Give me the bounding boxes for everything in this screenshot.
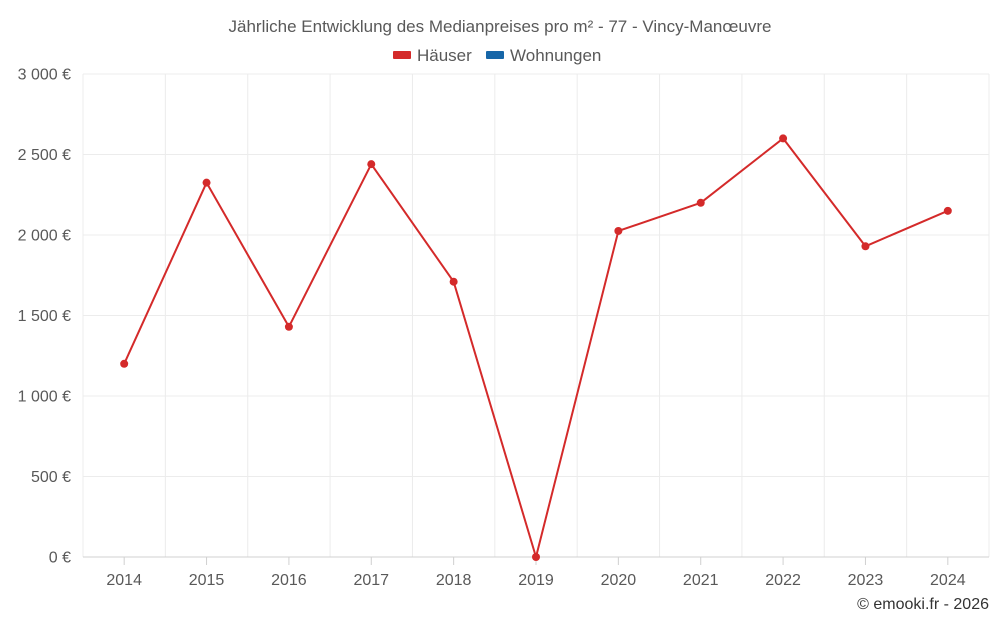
data-point-2014[interactable] xyxy=(120,359,129,368)
data-point-2020[interactable] xyxy=(614,226,623,235)
data-point-2016[interactable] xyxy=(284,322,293,331)
x-tick-label-2016: 2016 xyxy=(271,572,307,589)
y-tick-label-6: 3 000 € xyxy=(18,67,71,84)
x-tick-label-2021: 2021 xyxy=(683,572,719,589)
y-gridlines xyxy=(83,73,989,477)
y-tick-label-0: 0 € xyxy=(49,550,71,567)
x-tick-label-2018: 2018 xyxy=(436,572,472,589)
credit: © emooki.fr - 2026 xyxy=(857,596,989,613)
y-axis-labels: 0 € 500 € 1 000 € 1 500 € 2 000 € 2 500 € 3 00… xyxy=(18,67,71,567)
legend-swatch-haeuser xyxy=(393,51,411,59)
legend-item-haeuser[interactable]: Häuser xyxy=(393,46,472,65)
legend-swatch-wohnungen xyxy=(486,51,504,59)
legend: Häuser Wohnungen xyxy=(393,46,601,65)
chart-title: Jährliche Entwicklung des Medianpreises … xyxy=(229,17,772,36)
data-point-2023[interactable] xyxy=(861,242,870,251)
data-point-2019[interactable] xyxy=(532,553,540,561)
data-point-2018[interactable] xyxy=(449,277,458,286)
x-tick-label-2017: 2017 xyxy=(353,572,389,589)
legend-item-wohnungen[interactable]: Wohnungen xyxy=(486,46,601,65)
x-tick-label-2015: 2015 xyxy=(189,572,225,589)
x-tick-label-2024: 2024 xyxy=(930,572,966,589)
y-tick-label-1: 500 € xyxy=(31,469,71,486)
x-tick-label-2014: 2014 xyxy=(106,572,142,589)
y-tick-label-4: 2 000 € xyxy=(18,228,71,245)
data-point-2017[interactable] xyxy=(367,160,376,169)
data-point-2021[interactable] xyxy=(696,198,705,207)
x-axis-labels: 2014 2015 2016 2017 2018 2019 2020 2021 2022 2023… xyxy=(106,572,965,589)
data-point-2024[interactable] xyxy=(943,206,952,215)
y-tick-label-5: 2 500 € xyxy=(18,147,71,164)
x-gridlines xyxy=(82,74,990,557)
x-tick-label-2022: 2022 xyxy=(765,572,801,589)
data-point-2015[interactable] xyxy=(202,178,211,187)
series-haeuser xyxy=(120,134,952,561)
y-tick-label-2: 1 000 € xyxy=(18,389,71,406)
legend-label-haeuser: Häuser xyxy=(417,46,472,65)
x-tick-label-2019: 2019 xyxy=(518,572,554,589)
legend-label-wohnungen: Wohnungen xyxy=(510,46,601,65)
data-point-2022[interactable] xyxy=(779,134,788,143)
y-tick-label-3: 1 500 € xyxy=(18,308,71,325)
x-tick-label-2023: 2023 xyxy=(848,572,884,589)
x-tick-label-2020: 2020 xyxy=(601,572,637,589)
